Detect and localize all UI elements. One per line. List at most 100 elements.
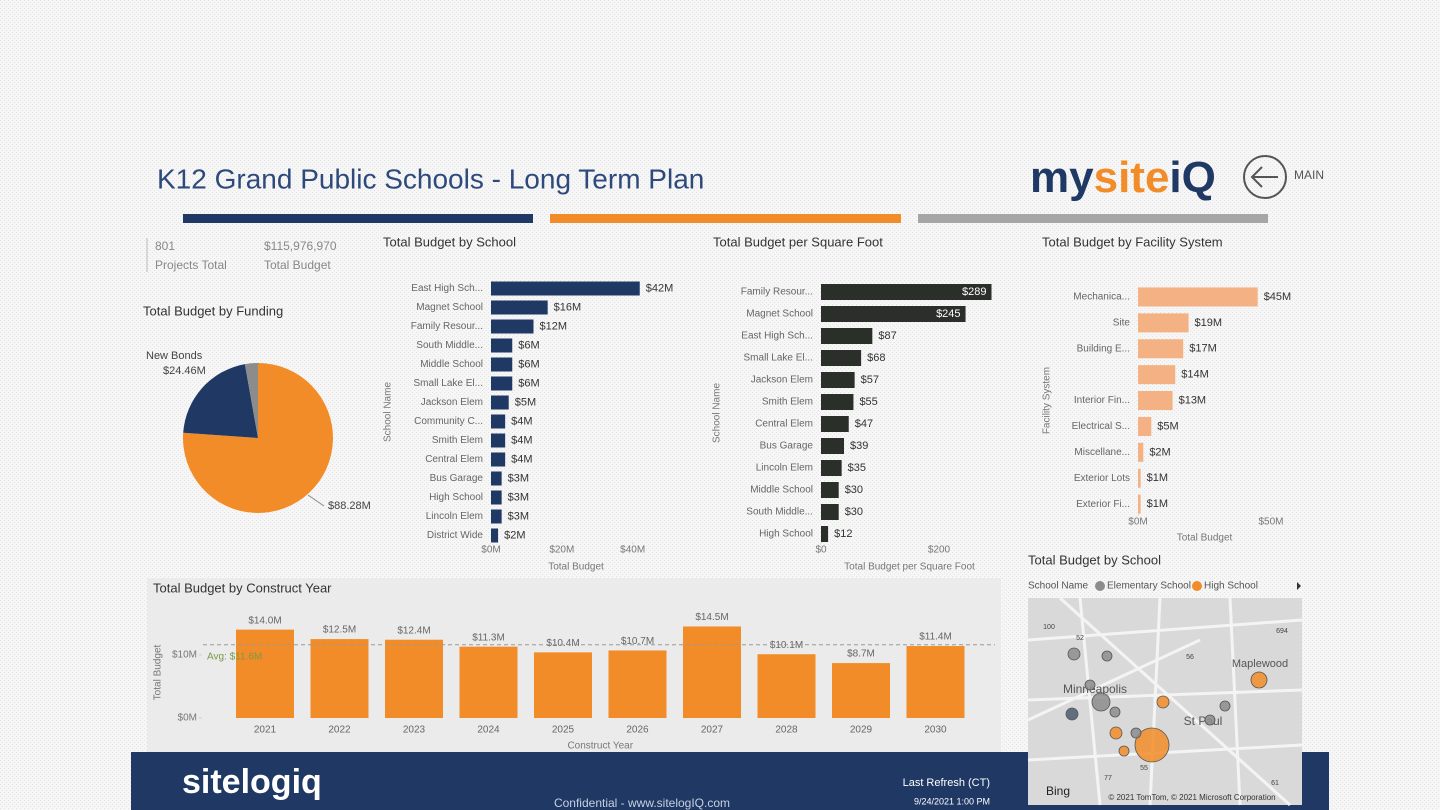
- bar: [459, 646, 518, 718]
- map-road: [1058, 596, 1292, 807]
- map-bubble: [1219, 700, 1231, 712]
- value-label: $3M: [508, 472, 529, 484]
- value-label: $11.4M: [919, 632, 952, 643]
- bar: [1138, 287, 1258, 307]
- value-label: $68: [867, 352, 885, 364]
- category-label: Smith Elem: [432, 435, 483, 446]
- kpi-value: 801: [155, 239, 175, 253]
- value-label: $14M: [1181, 369, 1209, 381]
- map-bubble: [1204, 714, 1216, 726]
- category-label: Building E...: [1077, 343, 1130, 354]
- legend-swatch: [1192, 581, 1202, 591]
- value-label: $35: [848, 462, 866, 474]
- category-label: South Middle...: [416, 340, 483, 351]
- bar: [821, 350, 862, 366]
- chart-title: Total Budget per Square Foot: [713, 234, 883, 249]
- bar: [821, 372, 855, 388]
- bar: [1138, 391, 1173, 411]
- bar: [491, 452, 506, 467]
- x-axis-title: Total Budget: [1177, 533, 1233, 544]
- category-label: Small Lake El...: [744, 353, 813, 364]
- bar: [491, 319, 534, 334]
- map-road: [1078, 597, 1102, 806]
- pie-slice: [244, 363, 258, 438]
- x-tick-label: 2027: [701, 725, 724, 736]
- value-label: $2M: [504, 529, 525, 541]
- category-label: East High Sch...: [411, 283, 483, 294]
- x-tick-label: $0M: [481, 545, 500, 556]
- logo-part: site: [1094, 153, 1170, 202]
- header-bar: [918, 214, 1268, 223]
- y-axis-title: School Name: [712, 383, 723, 443]
- chart-title: Total Budget by School: [1028, 552, 1161, 567]
- category-label: Family Resour...: [411, 321, 483, 332]
- category-label: Miscellane...: [1074, 447, 1130, 458]
- y-axis-title: Facility System: [1042, 367, 1053, 434]
- category-label: East High Sch...: [741, 331, 813, 342]
- map-bubble: [1091, 692, 1111, 712]
- category-label: Jackson Elem: [751, 375, 813, 386]
- category-label: Exterior Lots: [1074, 473, 1130, 484]
- bar: [491, 509, 502, 524]
- road-label: 694: [1276, 628, 1288, 635]
- back-button[interactable]: MAIN: [1243, 155, 1324, 199]
- bar: [385, 639, 443, 718]
- leader-line: [307, 494, 325, 507]
- x-tick-label: $40M: [620, 545, 645, 556]
- x-tick-label: 2023: [403, 725, 426, 736]
- bar: [491, 528, 499, 543]
- category-label: Small Lake El...: [414, 378, 483, 389]
- value-label: $6M: [518, 377, 539, 389]
- category-label: High School: [429, 492, 483, 503]
- y-tick-label: $0M: [178, 713, 197, 724]
- value-label: $55: [859, 396, 877, 408]
- x-tick-label: $0M: [1128, 517, 1147, 528]
- road-label: 77: [1104, 775, 1112, 782]
- bar: [821, 328, 873, 344]
- x-tick-label: $50M: [1258, 517, 1283, 528]
- bar: [821, 504, 839, 520]
- value-label: $30: [845, 484, 863, 496]
- category-label: Bus Garage: [430, 473, 484, 484]
- category-label: Smith Elem: [762, 397, 813, 408]
- bar: [491, 338, 513, 353]
- category-label: Middle School: [420, 359, 483, 370]
- back-circle[interactable]: [1243, 155, 1287, 199]
- bar: [1138, 468, 1141, 488]
- back-arrow[interactable]: [1250, 166, 1278, 188]
- x-tick-label: 2030: [924, 725, 947, 736]
- road-label: 56: [1186, 654, 1194, 661]
- footer-confidential: Confidential - www.sitelogIQ.com: [554, 796, 730, 810]
- bar: [236, 629, 294, 718]
- pie-slice: [183, 364, 258, 438]
- map-attribution: © 2021 TomTom, © 2021 Microsoft Corporat…: [1108, 793, 1275, 802]
- road-label: 100: [1043, 624, 1055, 631]
- value-label: $14.0M: [248, 615, 281, 626]
- value-label: $12: [834, 528, 852, 540]
- header-bar: [183, 214, 533, 223]
- map-road: [1228, 597, 1242, 806]
- map-bubble: [1065, 707, 1079, 721]
- kpi-value: $115,976,970: [264, 239, 337, 253]
- value-label: $6M: [518, 339, 539, 351]
- value-label: $11.3M: [472, 632, 505, 643]
- value-label: $5M: [1157, 420, 1178, 432]
- value-label: $10.4M: [546, 638, 579, 649]
- value-label: $1M: [1147, 472, 1168, 484]
- chart-title: Total Budget by Funding: [143, 303, 283, 318]
- pie-category-label: New Bonds: [146, 350, 203, 362]
- category-label: Bus Garage: [760, 441, 814, 452]
- value-label: $47: [855, 418, 873, 430]
- bar: [821, 460, 842, 476]
- nav-label[interactable]: MAIN: [1294, 168, 1324, 182]
- bar: [491, 395, 509, 410]
- x-tick-label: $0: [815, 545, 827, 556]
- category-label: Exterior Fi...: [1076, 499, 1130, 510]
- road-label: 55: [1140, 765, 1148, 772]
- x-tick-label: 2024: [477, 725, 500, 736]
- category-label: Jackson Elem: [421, 397, 483, 408]
- bar: [1138, 442, 1144, 462]
- map-road: [1027, 618, 1303, 642]
- value-label: $245: [936, 308, 960, 320]
- bar: [1138, 313, 1189, 333]
